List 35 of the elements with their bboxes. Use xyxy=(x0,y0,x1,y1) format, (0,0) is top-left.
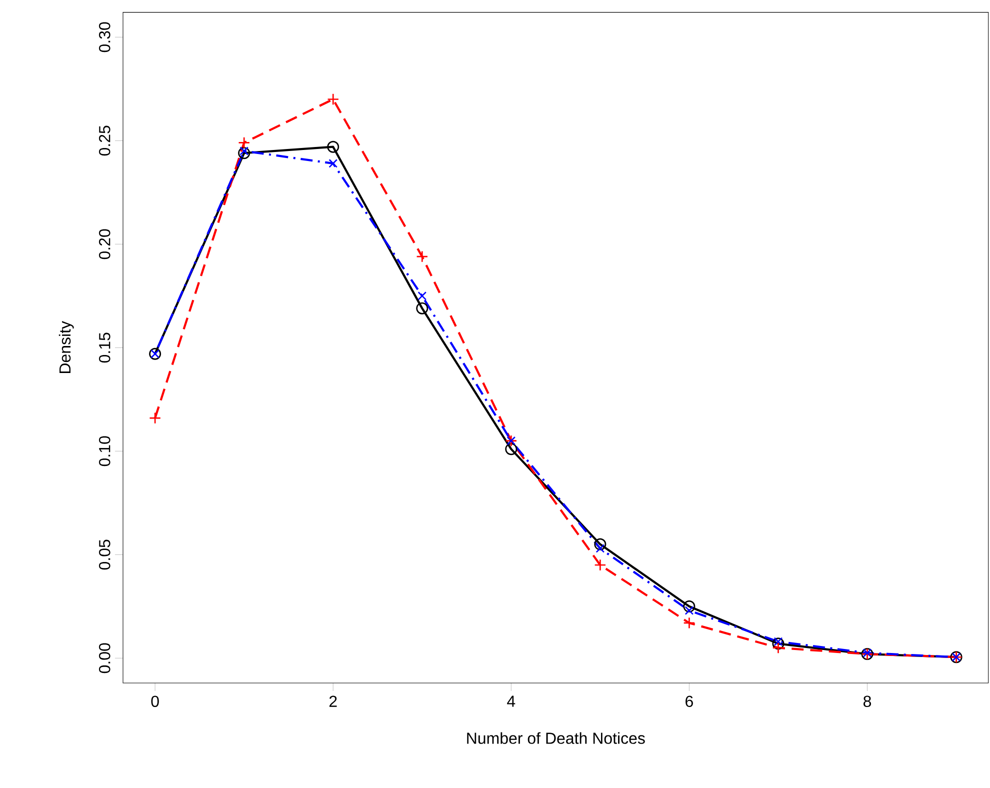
point xyxy=(683,616,696,629)
y-tick-label: 0.25 xyxy=(98,126,110,156)
point xyxy=(594,558,606,571)
point xyxy=(327,140,340,153)
x-tick-label: 4 xyxy=(507,696,516,707)
y-axis-title: Density xyxy=(58,321,74,374)
point xyxy=(328,158,338,168)
point xyxy=(596,544,605,553)
y-tick-label: 0.20 xyxy=(98,229,110,260)
point xyxy=(772,638,784,650)
point xyxy=(240,146,249,156)
point xyxy=(505,443,518,456)
point xyxy=(862,648,872,658)
point xyxy=(772,642,784,654)
x-tick-label: 2 xyxy=(329,696,337,707)
y-tick-label: 0.10 xyxy=(98,436,110,466)
x-tick-label: 8 xyxy=(864,696,872,708)
point xyxy=(418,291,427,300)
y-tick-label: 0.15 xyxy=(98,332,110,363)
point xyxy=(683,600,696,612)
point xyxy=(684,606,694,615)
point xyxy=(416,302,428,314)
x-tick-label: 6 xyxy=(686,696,693,708)
point xyxy=(238,147,250,160)
x-tick-label: 0 xyxy=(151,696,159,708)
point xyxy=(416,250,428,263)
y-tick-label: 0.05 xyxy=(98,540,110,570)
point xyxy=(149,412,162,424)
y-tick-label: 0.00 xyxy=(98,643,110,674)
point xyxy=(327,93,340,106)
x-axis-title: Number of Death Notices xyxy=(467,732,645,744)
point xyxy=(774,637,783,646)
y-tick-label: 0.30 xyxy=(98,22,110,52)
point xyxy=(594,538,606,550)
point xyxy=(238,136,250,149)
